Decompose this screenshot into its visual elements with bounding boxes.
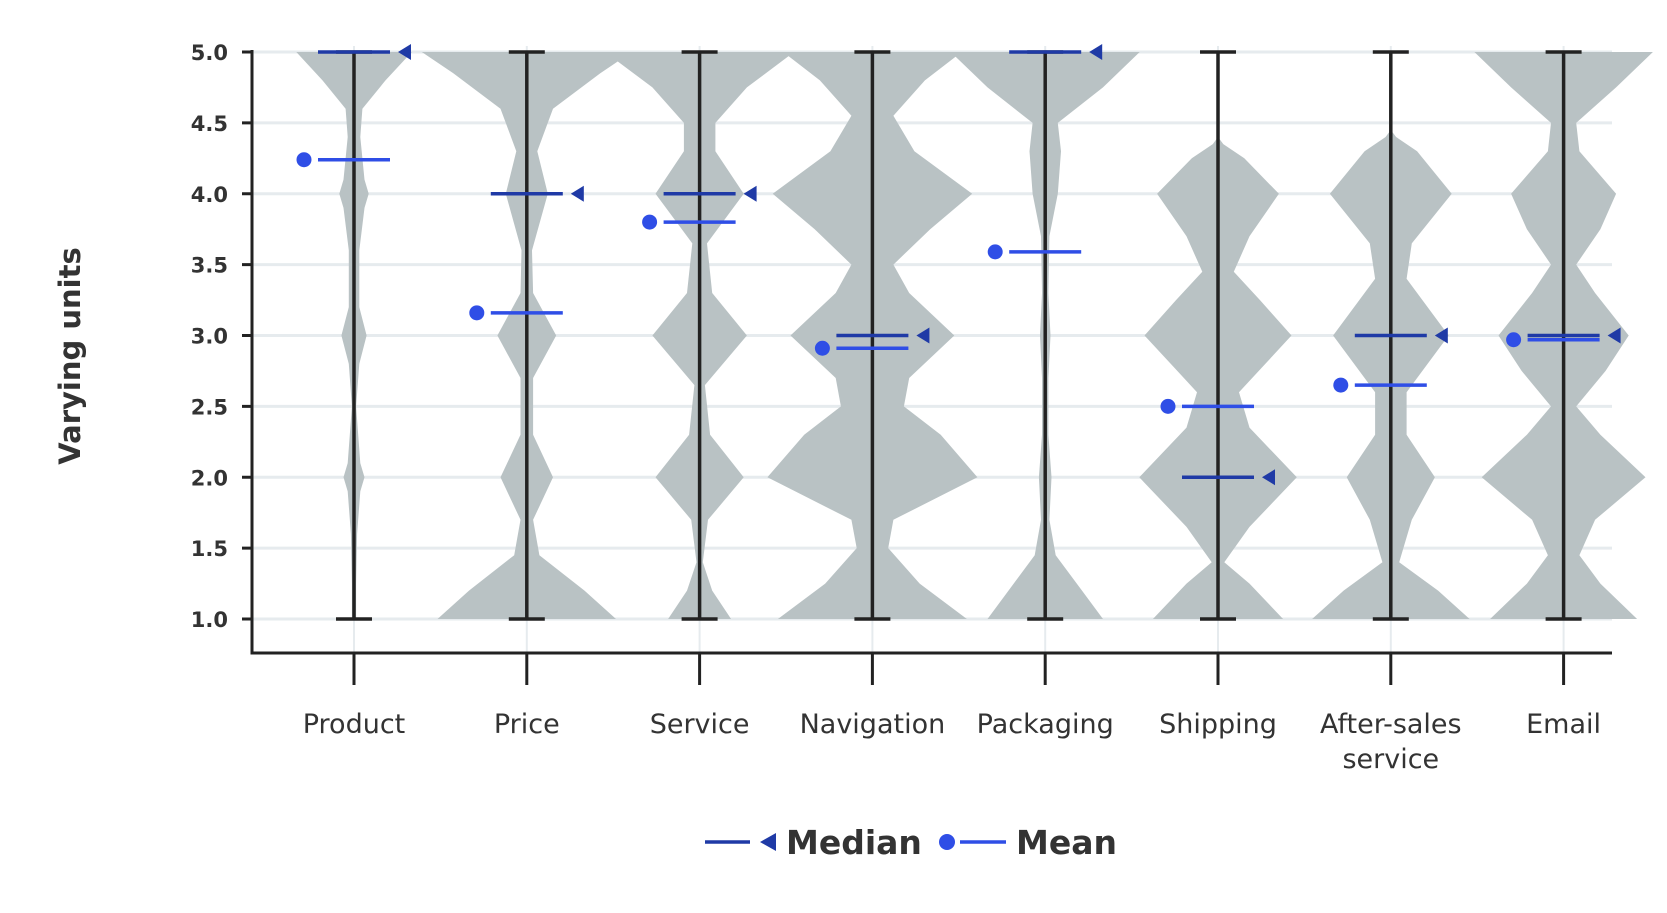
x-tick-label: Email (1526, 709, 1601, 740)
y-axis-ticks: 1.0 1.5 2.0 2.5 3.0 3.5 4.0 4.5 5.0 (191, 41, 252, 632)
y-axis-label: Varying units (53, 247, 87, 464)
stat-markers-layer (296, 44, 1621, 486)
median-marker (1089, 44, 1103, 60)
legend-median-marker (760, 833, 776, 851)
mean-marker (1506, 332, 1522, 348)
legend-median-label: Median (786, 823, 922, 862)
x-tick-label: Price (494, 709, 560, 740)
mean-marker (987, 244, 1003, 260)
x-tick-label-line: Shipping (1159, 709, 1277, 740)
x-tick-label: Navigation (800, 709, 946, 740)
x-tick-label-line: Product (303, 709, 406, 740)
x-tick-label-line: Price (494, 709, 560, 740)
y-tick-label: 2.5 (191, 395, 228, 419)
y-tick-label: 2.0 (191, 466, 228, 490)
x-axis-ticks: Product Price Service Navigation Packaging Sh… (303, 653, 1601, 775)
median-marker (1434, 327, 1448, 344)
x-tick-label-line: After-sales (1320, 709, 1462, 740)
median-marker (1607, 327, 1621, 344)
y-tick-label: 4.0 (191, 183, 228, 207)
x-tick-label: Shipping (1159, 709, 1277, 740)
y-tick-label: 3.5 (191, 254, 228, 278)
legend: Median Mean (705, 823, 1117, 862)
legend-mean-label: Mean (1016, 823, 1117, 862)
mean-marker (814, 340, 830, 356)
axes-layer (250, 50, 1612, 655)
mean-marker (642, 214, 658, 230)
y-tick-label: 1.0 (191, 608, 228, 632)
x-tick-label: Product (303, 709, 406, 740)
mean-marker (1160, 398, 1176, 414)
median-marker (570, 185, 584, 202)
x-tick-label-line: Service (650, 709, 750, 740)
mean-marker (1333, 377, 1349, 393)
mean-marker (296, 152, 312, 168)
x-tick-label-line: service (1342, 744, 1439, 775)
x-tick-label: After-sales service (1320, 709, 1462, 775)
median-marker (743, 185, 757, 202)
y-tick-label: 5.0 (191, 41, 228, 65)
x-tick-label-line: Navigation (800, 709, 946, 740)
y-tick-label: 3.0 (191, 325, 228, 349)
y-tick-label: 4.5 (191, 112, 228, 136)
x-tick-label-line: Email (1526, 709, 1601, 740)
median-marker (916, 327, 930, 344)
mean-marker (469, 305, 485, 321)
x-tick-label-line: Packaging (977, 709, 1114, 740)
legend-mean-marker (939, 834, 955, 850)
median-marker (1262, 469, 1275, 486)
x-tick-label: Packaging (977, 709, 1114, 740)
y-tick-label: 1.5 (191, 537, 228, 561)
x-tick-label: Service (650, 709, 750, 740)
median-marker (398, 44, 411, 60)
